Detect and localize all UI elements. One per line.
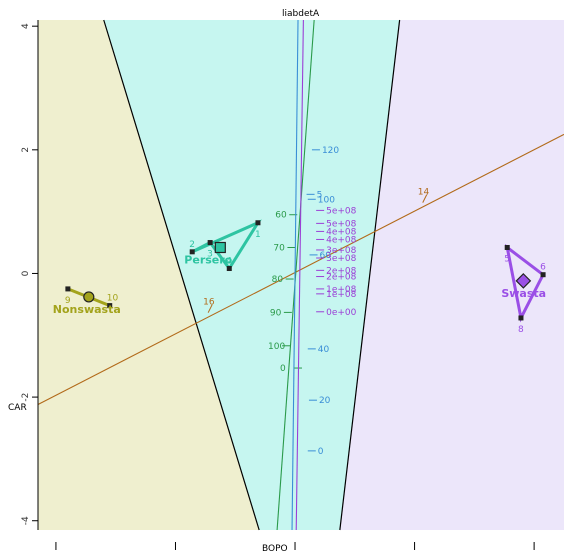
persero-point-2 [189,249,195,255]
axis-purple_axis-tick-label-7: 2e+08 [326,273,357,283]
persero-point-4 [226,266,232,272]
bopo-axis-label: BOPO [262,544,288,554]
persero-centroid [214,241,226,254]
nonswasta-point-label-9: 9 [65,296,71,306]
swasta-centroid [515,273,532,289]
persero-point-label-3: 3 [207,250,213,260]
axis-purple_axis-tick-label-1: 5e+08 [326,219,357,229]
axis-purple_axis-tick-label-9: 1e+08 [326,290,357,300]
nonswasta-name-label: Nonswasta [53,303,121,316]
calibrated-axes: 1416607080901000120100560402005e+085e+08… [37,19,564,531]
nonswasta-point-9 [65,286,71,292]
axis-purple_axis-tick-label-5: 3e+08 [326,254,357,264]
persero-point-1 [255,220,261,226]
nonswasta-point-label-10: 10 [107,294,119,304]
axis-purple_axis-tick-label-8: 1e+08 [326,285,357,295]
swasta-name-label: Swasta [501,287,546,300]
axis-blue_axis-tick-label-4: 40 [318,345,330,355]
persero-name-label: Persero [184,253,232,266]
swasta-hull [504,243,545,323]
y-tick-label-4: 4 [21,23,31,29]
axis-bopo-tick-label-0: 60 [275,211,287,221]
axis-purple_axis-line [295,19,304,531]
axis-bopo-tick-label-2: 80 [272,275,284,285]
top-axis-label: liabdetA [282,9,320,19]
axis-blue_axis-line [291,19,299,531]
axis-bopo-tick-label-3: 90 [270,308,282,318]
y-axis: -4 -2 0 2 4 [21,23,38,525]
axis-purple_axis-tick-label-0: 5e+08 [326,206,357,216]
axis-blue_axis-tick-label-6: 0 [318,447,324,457]
axis-blue_axis-tick-label-3: 60 [320,251,332,261]
axis-bopo-tick-label-4: 100 [268,342,285,352]
axis-blue_axis-tick-label-5: 20 [319,396,331,406]
persero-point-3 [207,240,213,246]
axis-car-line [37,133,564,405]
region-boundary-1 [103,19,260,531]
axis-bopo-tick-label-5: 0 [280,364,286,374]
swasta-point-label-8: 8 [518,325,524,335]
axis-bopo-tick-label-1: 70 [273,243,285,253]
axis-purple_axis-tick-label-2: 4e+08 [326,227,357,237]
persero-point-label-2: 2 [189,240,195,250]
x-axis [55,542,535,550]
axis-purple_axis-tick-label-6: 2e+08 [326,266,357,276]
swasta-point-5 [504,244,510,250]
axis-purple_axis-tick-label-10: 0e+00 [326,308,357,318]
y-tick-label-3: 2 [21,147,31,153]
axis-blue_axis-tick-label-0: 120 [322,146,339,156]
persero-point-label-1: 1 [255,230,261,240]
nonswasta-point-10 [107,303,113,309]
region-boundary-2 [339,19,401,531]
axis-purple_axis-tick-label-4: 3e+08 [326,246,357,256]
axis-car-tick-0 [422,194,428,203]
axis-purple_axis-tick-label-3: 4e+08 [326,235,357,245]
car-axis-label: CAR [8,403,27,413]
y-tick-label-1: -2 [21,393,31,402]
axis-blue_axis-tick-label-1: 100 [318,195,335,205]
classification-regions [38,19,564,531]
axis-car-tick-label-1: 16 [203,298,215,308]
axis-blue_axis-tick-label-2: 5 [317,190,323,200]
swasta-point-6 [540,272,546,278]
y-tick-label-2: 0 [21,270,31,276]
swasta-point-label-6: 6 [540,263,546,273]
swasta-point-label-5: 5 [504,254,510,264]
axis-bopo-line [276,19,315,531]
swasta-point-8 [518,315,524,321]
axis-car-tick-label-0: 14 [418,188,430,198]
axis-car-tick-1 [207,304,213,313]
region-swasta [339,20,564,530]
region-nonswasta [38,20,260,530]
nonswasta-centroid [83,291,95,303]
persero-point-label-4: 4 [226,257,232,267]
region-persero [103,20,400,530]
y-tick-label-0: -4 [21,516,31,525]
